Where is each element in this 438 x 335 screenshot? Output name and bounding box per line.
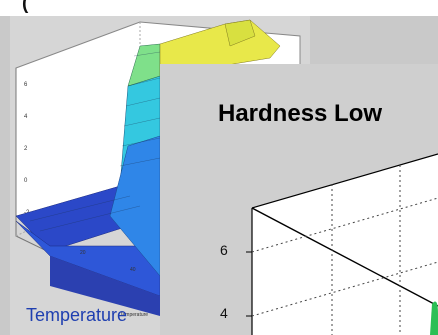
svg-text:4: 4 (24, 114, 28, 120)
top-text-fragment: ( (22, 0, 29, 14)
top-strip: ( (0, 0, 438, 16)
svg-text:20: 20 (80, 250, 86, 256)
y-tick-4: 4 (220, 305, 228, 321)
svg-text:40: 40 (130, 267, 136, 273)
svg-text:Temperature: Temperature (120, 312, 148, 318)
svg-text:6: 6 (24, 82, 28, 88)
svg-text:0: 0 (24, 178, 28, 184)
y-tick-6: 6 (220, 242, 228, 258)
front-plot-window: Hardness Low 6 4 (160, 64, 438, 335)
front-plot-title: Hardness Low (218, 100, 383, 127)
svg-text:2: 2 (24, 146, 28, 152)
front-plot-axes (246, 153, 438, 335)
back-plot-caption: Temperature (26, 305, 128, 325)
